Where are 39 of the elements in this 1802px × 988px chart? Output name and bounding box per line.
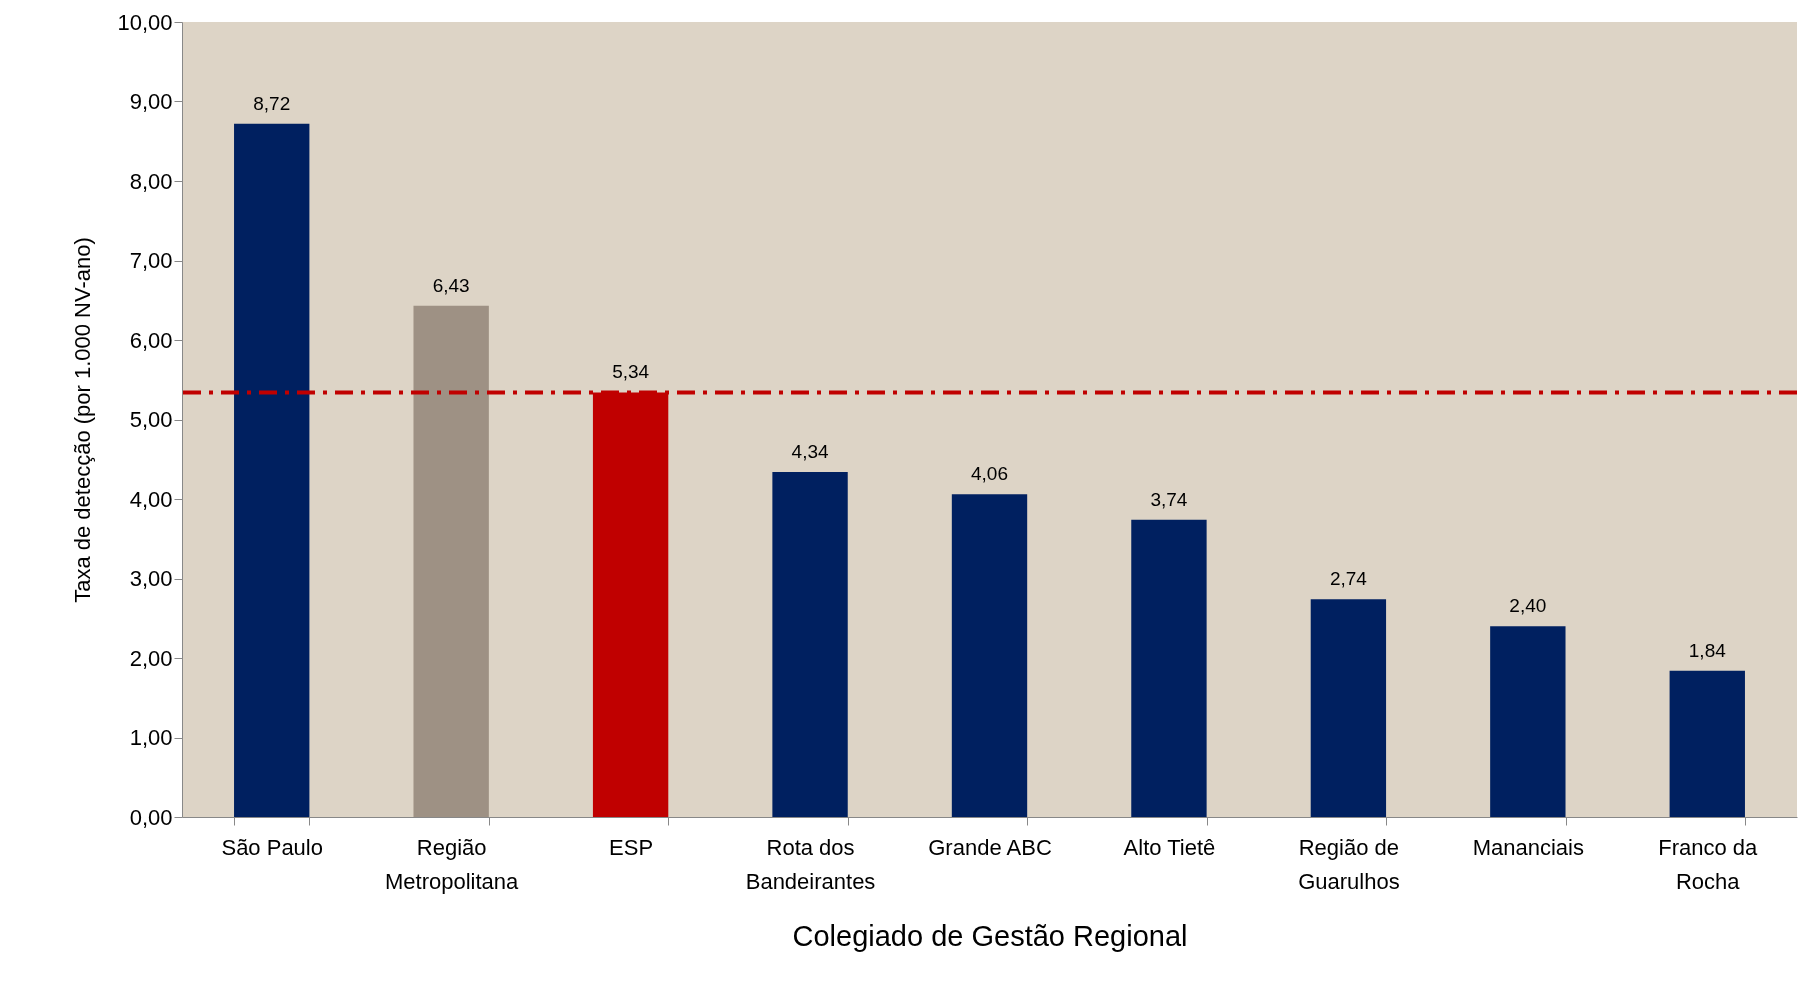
y-tick-label: 5,00: [129, 407, 173, 432]
y-axis-title: Taxa de detecção (por 1.000 NV-ano): [70, 237, 96, 603]
x-tick-label: Grande ABC: [928, 834, 1052, 860]
x-tick-label: Região Metropolitana: [385, 834, 520, 894]
y-tick-label: 3,00: [129, 566, 173, 591]
y-tick-label: 10,00: [117, 9, 173, 35]
bar: [772, 471, 848, 817]
bar: [1310, 599, 1387, 817]
bar: [951, 494, 1028, 817]
data-label: 8,72: [253, 92, 291, 114]
data-label: 3,74: [1150, 488, 1188, 510]
bar: [413, 305, 489, 817]
y-tick-label: 1,00: [129, 725, 173, 750]
data-label: 1,84: [1688, 639, 1727, 661]
y-tick-label: 4,00: [129, 486, 173, 512]
x-tick-label: Mananciais: [1472, 834, 1584, 860]
x-tick-label: Região de Guarulhos: [1298, 834, 1400, 894]
x-axis-title: Colegiado de Gestão Regional: [792, 919, 1188, 952]
data-label: 5,34: [612, 361, 650, 383]
data-label: 2,40: [1509, 595, 1547, 617]
x-tick-label: ESP: [609, 834, 654, 860]
data-label: 6,43: [432, 274, 470, 296]
x-tick-label: Alto Tietê: [1123, 834, 1216, 860]
bar: [1490, 626, 1566, 817]
data-label: 2,74: [1329, 568, 1368, 590]
data-label: 4,06: [971, 463, 1008, 485]
y-tick-label: 0,00: [129, 804, 173, 830]
y-tick-label: 6,00: [129, 327, 173, 353]
y-tick-label: 8,00: [129, 168, 173, 194]
y-tick-label: 9,00: [129, 89, 173, 114]
x-tick-label: Rota dos Bandeirantes: [745, 834, 876, 894]
data-label: 4,34: [791, 440, 829, 462]
bar: [1131, 519, 1207, 817]
bar: [234, 123, 310, 817]
y-tick-label: 7,00: [129, 248, 173, 273]
y-tick-label: 2,00: [129, 645, 173, 671]
x-tick-label: São Paulo: [221, 834, 323, 860]
bar: [1669, 670, 1745, 817]
x-tick-label: Franco da Rocha: [1658, 834, 1759, 894]
